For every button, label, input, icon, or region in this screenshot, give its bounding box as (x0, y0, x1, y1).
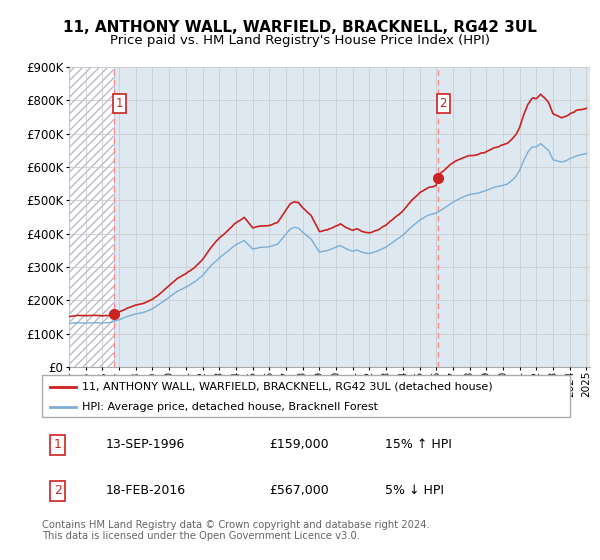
Text: 1: 1 (54, 438, 62, 451)
Text: 11, ANTHONY WALL, WARFIELD, BRACKNELL, RG42 3UL: 11, ANTHONY WALL, WARFIELD, BRACKNELL, R… (63, 20, 537, 35)
Text: 18-FEB-2016: 18-FEB-2016 (106, 484, 185, 497)
Text: 2: 2 (439, 97, 447, 110)
Text: 11, ANTHONY WALL, WARFIELD, BRACKNELL, RG42 3UL (detached house): 11, ANTHONY WALL, WARFIELD, BRACKNELL, R… (82, 382, 492, 392)
Text: 15% ↑ HPI: 15% ↑ HPI (385, 438, 452, 451)
Text: Contains HM Land Registry data © Crown copyright and database right 2024.
This d: Contains HM Land Registry data © Crown c… (42, 520, 430, 542)
Bar (69, 67, 114, 367)
FancyBboxPatch shape (42, 375, 570, 417)
Text: 2: 2 (54, 484, 62, 497)
Text: £159,000: £159,000 (269, 438, 329, 451)
Text: £567,000: £567,000 (269, 484, 329, 497)
Text: Price paid vs. HM Land Registry's House Price Index (HPI): Price paid vs. HM Land Registry's House … (110, 34, 490, 46)
Text: 13-SEP-1996: 13-SEP-1996 (106, 438, 185, 451)
Text: 1: 1 (115, 97, 123, 110)
Bar (114, 67, 600, 367)
Text: 5% ↓ HPI: 5% ↓ HPI (385, 484, 444, 497)
Text: HPI: Average price, detached house, Bracknell Forest: HPI: Average price, detached house, Brac… (82, 402, 377, 412)
